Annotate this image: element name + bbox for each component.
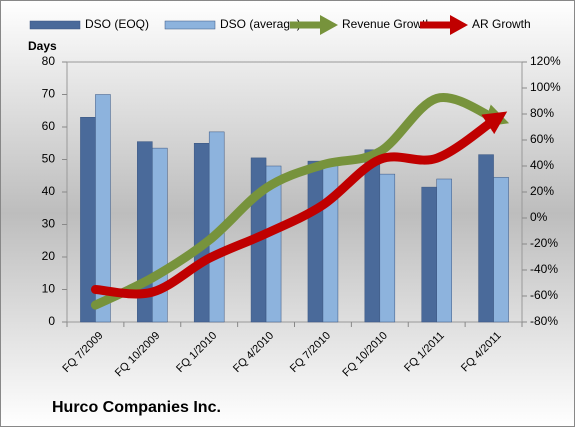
bar	[265, 165, 282, 323]
bar	[421, 186, 437, 323]
y2-tick-label: 40%	[530, 158, 554, 172]
y-axis-label: Days	[28, 39, 57, 53]
legend-swatch	[29, 20, 81, 30]
bar	[95, 94, 111, 323]
bar	[322, 162, 339, 323]
line-series	[90, 93, 510, 310]
y-tick-label: 0	[48, 314, 55, 328]
y2-tick-label: 60%	[530, 132, 554, 146]
y2-tick-label: 80%	[530, 106, 554, 120]
y2-tick-label: -20%	[530, 236, 558, 250]
y2-tick-label: -60%	[530, 288, 558, 302]
bar	[436, 178, 452, 323]
line-series	[90, 111, 508, 299]
bar	[379, 173, 396, 323]
legend-label: Revenue Growth	[342, 17, 432, 31]
bar	[193, 143, 210, 323]
bar	[307, 160, 324, 323]
y-tick-label: 80	[42, 54, 56, 68]
y2-tick-label: 20%	[530, 184, 554, 198]
bar	[364, 149, 381, 323]
y-tick-label: 60	[42, 119, 56, 133]
y-tick-label: 10	[42, 282, 56, 296]
y2-tick-label: 0%	[530, 210, 548, 224]
legend-swatch	[164, 20, 216, 30]
legend-label: DSO (EOQ)	[85, 17, 149, 31]
y-tick-label: 30	[42, 217, 56, 231]
y2-tick-label: -40%	[530, 262, 558, 276]
legend-label: AR Growth	[472, 17, 531, 31]
legend-label: DSO (average)	[220, 17, 301, 31]
chart-title: Hurco Companies Inc.	[52, 399, 221, 416]
y-tick-label: 50	[42, 152, 56, 166]
bar	[493, 177, 509, 323]
legend-swatch	[320, 15, 338, 35]
y2-tick-label: 120%	[530, 54, 561, 68]
y2-tick-label: 100%	[530, 80, 561, 94]
y-tick-label: 40	[42, 184, 56, 198]
legend-swatch	[450, 15, 468, 35]
y-tick-label: 70	[42, 87, 56, 101]
bar	[478, 154, 494, 323]
y-tick-label: 20	[42, 249, 56, 263]
y2-tick-label: -80%	[530, 314, 558, 328]
